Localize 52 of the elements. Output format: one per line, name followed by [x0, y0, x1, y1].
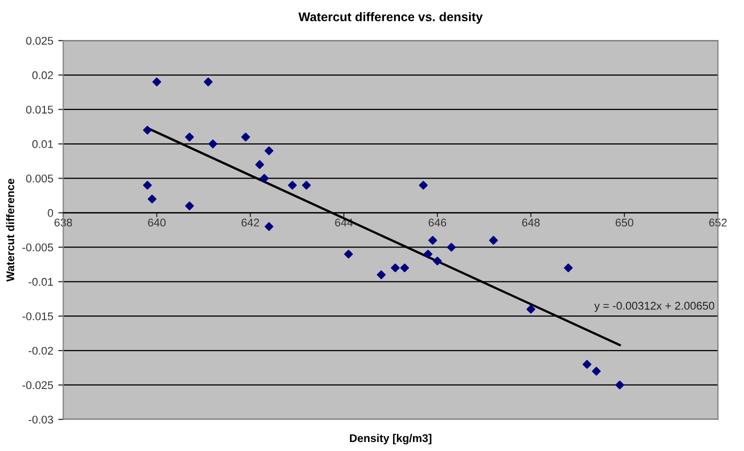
- point: [376, 270, 386, 280]
- x-tick-label: 648: [522, 218, 540, 227]
- y-tick-label: 0: [48, 209, 54, 217]
- x-axis-title: Density [kg/m3]: [350, 434, 432, 444]
- y-tick-label: -0.015: [22, 312, 54, 320]
- point: [526, 304, 536, 314]
- y-tick-label: -0.02: [28, 346, 53, 355]
- point: [185, 202, 194, 210]
- point: [185, 132, 194, 142]
- point: [260, 174, 269, 183]
- chart-title: Watercut difference vs. density: [298, 12, 483, 24]
- x-tick-label: 638: [54, 218, 72, 227]
- point: [615, 380, 624, 390]
- point: [288, 180, 297, 190]
- x-tick-label: 646: [428, 218, 446, 227]
- y-tick-label: 0.025: [26, 36, 54, 45]
- point: [489, 236, 498, 245]
- point: [143, 180, 152, 190]
- y-axis-title: Watercut difference: [6, 178, 14, 282]
- point: [432, 256, 442, 266]
- y-tick-label: -0.03: [28, 416, 54, 424]
- point: [143, 126, 152, 135]
- point: [148, 194, 156, 204]
- point: [424, 250, 432, 258]
- y-tick-label: -0.005: [22, 243, 54, 252]
- point: [582, 360, 592, 369]
- x-tick-label: 650: [616, 218, 634, 227]
- point: [204, 78, 213, 86]
- y-tick-label: 0.005: [26, 174, 54, 182]
- y-tick-label: -0.025: [22, 381, 54, 390]
- point: [418, 180, 428, 190]
- point: [264, 222, 274, 231]
- y-tick-label: -0.01: [28, 278, 53, 286]
- annotation: y = -0.00312x + 2.00650: [594, 302, 714, 312]
- y-tick-label: 0.02: [32, 71, 53, 80]
- point: [302, 180, 311, 190]
- point: [241, 132, 250, 142]
- y-tick-label: 0.015: [26, 106, 54, 114]
- point: [255, 160, 264, 169]
- point: [428, 236, 438, 245]
- point: [344, 250, 353, 258]
- point: [592, 366, 601, 376]
- point: [264, 146, 274, 156]
- point: [390, 264, 400, 272]
- point: [564, 264, 573, 272]
- point: [400, 264, 409, 272]
- point: [447, 242, 456, 252]
- x-tick-label: 642: [242, 218, 260, 227]
- point: [152, 78, 162, 86]
- y-tick-label: 0.01: [32, 140, 53, 148]
- point: [208, 140, 218, 148]
- x-tick-label: 640: [148, 218, 166, 227]
